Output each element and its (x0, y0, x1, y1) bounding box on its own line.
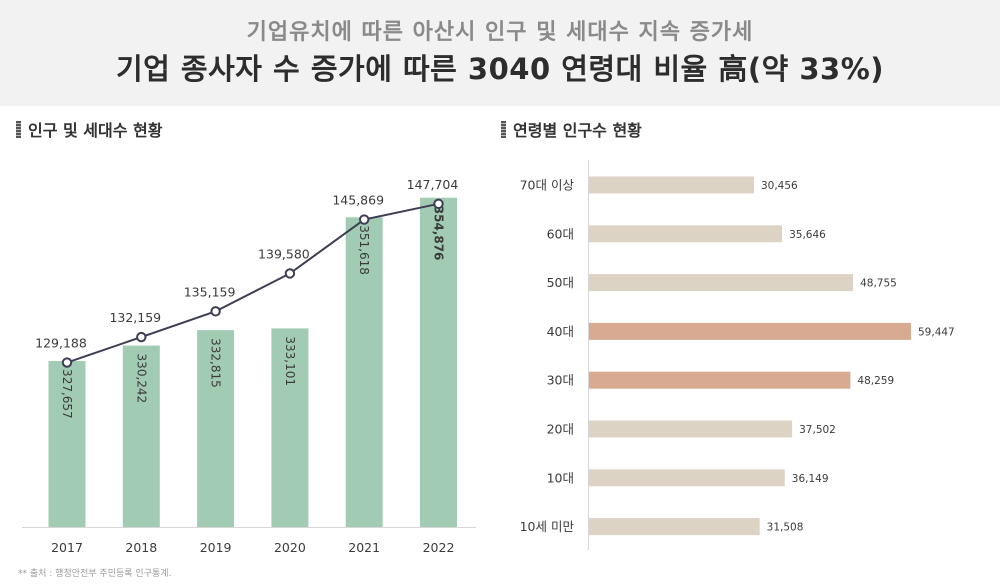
population-bar (122, 345, 160, 527)
left-panel-title-text: 인구 및 세대수 현황 (28, 121, 163, 140)
title-marker-icon (16, 120, 21, 138)
households-label: 139,580 (258, 246, 310, 261)
age-value-label: 30,456 (761, 180, 798, 192)
age-category-label: 60대 (547, 226, 574, 241)
households-label: 147,704 (407, 177, 459, 192)
population-bar-label: 333,101 (283, 336, 297, 386)
x-tick-label: 2021 (348, 540, 380, 555)
header: 기업유치에 따른 아산시 인구 및 세대수 지속 증가세 기업 종사자 수 증가… (0, 0, 1000, 106)
population-bar-label: 330,242 (134, 354, 148, 404)
population-bar-label: 332,815 (209, 338, 223, 388)
age-value-label: 37,502 (799, 424, 836, 436)
age-bar (589, 518, 760, 536)
age-bar (589, 322, 911, 340)
households-label: 135,159 (184, 284, 236, 299)
population-bar (48, 361, 86, 527)
title-marker-icon (501, 120, 506, 138)
population-bar (345, 217, 383, 528)
population-bar (271, 328, 309, 527)
age-category-label: 50대 (547, 275, 574, 290)
age-value-label: 48,259 (857, 375, 894, 387)
households-point (61, 357, 73, 368)
right-panel-title-text: 연령별 인구수 현황 (513, 121, 642, 140)
age-bar (589, 420, 793, 438)
age-value-label: 48,755 (860, 278, 897, 290)
age-value-label: 59,447 (918, 326, 955, 338)
households-point (136, 331, 147, 343)
population-bar-label: 351,618 (357, 225, 371, 275)
households-label: 132,159 (109, 310, 161, 325)
households-point (359, 214, 370, 225)
subtitle: 기업유치에 따른 아산시 인구 및 세대수 지속 증가세 (246, 20, 754, 45)
age-bar (589, 274, 854, 292)
population-bar-label: 354,876 (432, 206, 446, 261)
age-value-label: 31,508 (767, 522, 804, 534)
population-households-chart: 327,657 2017 330,242 2018 332,815 2019 333,101… (22, 177, 476, 555)
age-category-label: 40대 (547, 324, 574, 339)
x-tick-label: 2019 (200, 540, 232, 555)
households-label: 145,869 (332, 193, 384, 208)
age-value-label: 35,646 (789, 229, 826, 241)
households-point (284, 268, 296, 279)
households-label: 129,188 (35, 336, 87, 351)
age-bar (589, 176, 754, 194)
age-category-label: 70대 이상 (520, 178, 575, 193)
age-bar (589, 225, 783, 243)
households-point (210, 306, 221, 317)
age-value-label: 36,149 (792, 473, 829, 485)
age-population-chart: 70대 이상 30,456 60대 35,646 50대 48,755 40대 59,447 3… (520, 160, 955, 550)
x-tick-label: 2017 (51, 540, 83, 555)
page-title: 기업 종사자 수 증가에 따른 3040 연령대 비율 高(약 33%) (115, 52, 885, 86)
age-category-label: 30대 (547, 373, 574, 388)
population-bar (197, 330, 235, 527)
x-tick-label: 2018 (125, 540, 157, 555)
age-bar (589, 371, 851, 389)
households-line (66, 202, 439, 364)
households-point (433, 198, 444, 210)
population-bar (420, 197, 457, 527)
source-note: ** 출처 : 행정안전부 주민등록 인구통계. (18, 569, 172, 579)
x-tick-label: 2020 (274, 540, 306, 555)
x-tick-label: 2022 (423, 540, 455, 555)
age-bar (589, 469, 785, 487)
left-panel-title: 인구 및 세대수 현황 (16, 117, 162, 141)
age-category-label: 10대 (547, 470, 574, 485)
age-category-label: 20대 (547, 422, 574, 437)
age-category-label: 10세 미만 (520, 519, 575, 534)
population-bar-label: 327,657 (60, 369, 74, 419)
right-panel-title: 연령별 인구수 현황 (501, 117, 642, 141)
